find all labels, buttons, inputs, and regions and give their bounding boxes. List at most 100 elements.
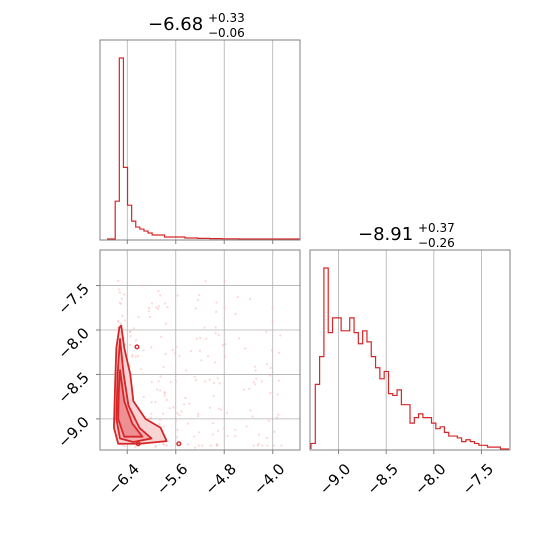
scatter-point — [174, 419, 178, 422]
tick-label-y2-0: −7.5 — [54, 280, 92, 318]
scatter-point — [248, 387, 251, 390]
scatter-point — [205, 337, 208, 340]
scatter-point — [159, 375, 162, 378]
scatter-point — [242, 388, 246, 391]
scatter-point — [150, 416, 153, 419]
scatter-point — [193, 435, 196, 438]
scatter-point — [157, 380, 160, 383]
scatter-point — [224, 343, 227, 346]
title-param1-upper: +0.33 — [208, 11, 245, 25]
scatter-point — [121, 314, 124, 318]
scatter-point — [154, 445, 157, 449]
scatter-point — [261, 444, 264, 447]
scatter-point — [245, 425, 248, 428]
scatter-point — [134, 355, 137, 358]
scatter-point — [217, 429, 220, 432]
scatter-point — [266, 436, 269, 440]
scatter-point — [203, 326, 206, 329]
scatter-point — [214, 332, 217, 335]
scatter-point — [215, 310, 218, 314]
scatter-point — [277, 351, 281, 354]
scatter-point — [271, 306, 274, 309]
scatter-point — [197, 414, 200, 418]
scatter-point — [198, 431, 201, 434]
scatter-point — [197, 412, 200, 415]
scatter-point — [216, 443, 219, 446]
scatter-point — [136, 354, 140, 358]
scatter-point — [277, 379, 280, 382]
scatter-point — [162, 365, 165, 369]
scatter-point — [129, 344, 132, 347]
scatter-point — [225, 411, 229, 414]
scatter-point — [182, 403, 186, 406]
scatter-point — [211, 422, 215, 425]
scatter-point — [252, 381, 255, 384]
scatter-point — [198, 294, 201, 297]
scatter-point — [214, 326, 217, 329]
contour-lines — [113, 324, 182, 447]
scatter-point — [193, 375, 196, 378]
scatter-point — [172, 406, 175, 409]
scatter-point — [162, 412, 165, 415]
scatter-point — [234, 435, 237, 438]
scatter-point — [163, 391, 166, 394]
scatter-point — [171, 349, 174, 352]
marginal-panel-2: −9.0 −8.5 −8.0 −7.5 −8.91 +0.37 −0.26 — [309, 221, 511, 499]
scatter-point — [204, 280, 207, 283]
scatter-point — [244, 347, 247, 350]
scatter-point — [268, 374, 272, 377]
scatter-point — [201, 444, 204, 447]
scatter-point — [166, 305, 169, 309]
scatter-point — [123, 445, 126, 448]
scatter-point — [162, 425, 165, 428]
scatter-point — [254, 365, 257, 368]
scatter-point — [272, 444, 275, 447]
scatter-point — [119, 302, 122, 305]
frame-marginal-2 — [309, 249, 511, 451]
scatter-point — [197, 444, 200, 447]
tick-label-y2-2: −8.5 — [54, 369, 92, 407]
scatter-point — [185, 369, 188, 372]
marginal-panel-1: −6.68 +0.33 −0.06 — [99, 11, 301, 244]
scatter-point — [256, 444, 259, 447]
scatter-point — [173, 352, 176, 355]
scatter-point — [132, 327, 135, 330]
scatter-point — [223, 427, 226, 430]
scatter-point — [156, 388, 159, 391]
scatter-point — [194, 378, 197, 382]
scatter-point — [150, 381, 153, 384]
scatter-point — [148, 417, 151, 420]
scatter-point — [211, 433, 214, 436]
contour-blob — [134, 344, 140, 350]
scatter-point — [221, 344, 224, 347]
scatter-point — [252, 444, 255, 447]
scatter-point — [209, 444, 212, 447]
scatter-point — [226, 434, 229, 438]
scatter-point — [251, 415, 254, 418]
scatter-point — [142, 395, 145, 398]
scatter-point — [175, 436, 179, 439]
scatter-point — [265, 330, 268, 333]
scatter-point — [257, 442, 260, 445]
scatter-point — [249, 409, 252, 412]
scatter-point — [265, 362, 269, 366]
tick-label-x2-0: −6.4 — [105, 460, 143, 498]
scatter-point — [279, 334, 282, 337]
scatter-point — [187, 443, 190, 446]
scatter-point — [149, 315, 152, 319]
scatter-point — [223, 355, 227, 358]
tick-label-x2-2: −4.8 — [201, 460, 239, 498]
frame-marginal-1 — [99, 39, 301, 241]
scatter-point — [120, 297, 123, 300]
tick-label-x2-3: −4.0 — [250, 460, 288, 498]
scatter-point — [150, 346, 153, 349]
scatter-point — [148, 307, 151, 310]
scatter-point — [184, 396, 187, 400]
scatter-point — [129, 335, 132, 338]
tick-label-x3-1: −8.5 — [363, 460, 401, 498]
scatter-point — [275, 416, 279, 419]
scatter-point — [169, 381, 172, 384]
scatter-point — [178, 413, 181, 417]
scatter-point — [150, 302, 154, 305]
